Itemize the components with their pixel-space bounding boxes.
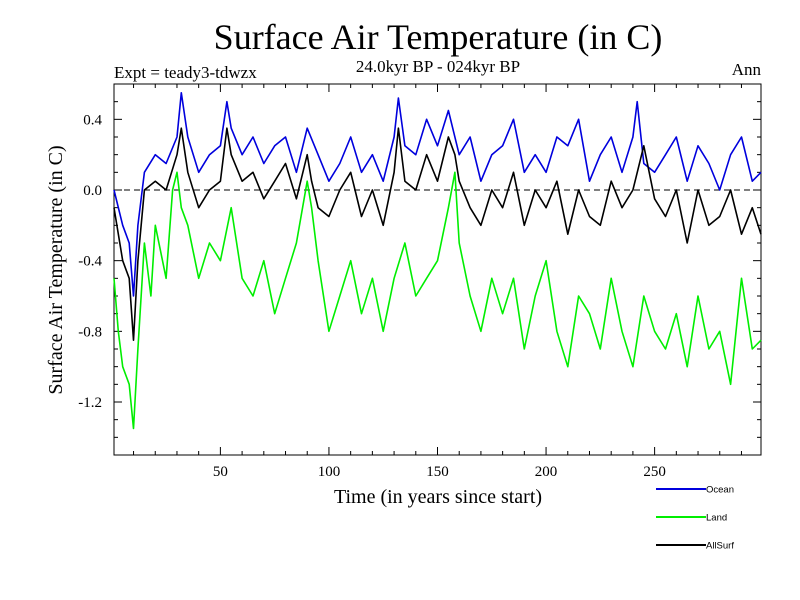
series-layer bbox=[113, 92, 762, 430]
x-tick-label: 250 bbox=[643, 464, 666, 480]
legend-label-ocean: Ocean bbox=[706, 485, 734, 496]
x-tick-label: 100 bbox=[318, 464, 341, 480]
legend-label-land: Land bbox=[706, 513, 727, 524]
series-line-land bbox=[113, 171, 762, 430]
season-label: Ann bbox=[732, 60, 762, 79]
experiment-label: Expt = teady3-tdwzx bbox=[114, 63, 257, 82]
legend-label-allsurf: AllSurf bbox=[706, 541, 734, 552]
axes: 50 100 150 200 250 0.4 0.0 -0.4 -0.8 -1.2 bbox=[78, 84, 761, 480]
series-line-allsurf bbox=[113, 127, 762, 342]
x-tick-label: 150 bbox=[426, 464, 449, 480]
x-tick-label: 50 bbox=[213, 464, 228, 480]
chart-subtitle: 24.0kyr BP - 024kyr BP bbox=[356, 57, 520, 76]
x-axis-label: Time (in years since start) bbox=[334, 486, 542, 508]
legend: Ocean Land AllSurf bbox=[656, 485, 734, 552]
y-tick-label: -1.2 bbox=[78, 395, 102, 411]
chart-title: Surface Air Temperature (in C) bbox=[214, 17, 663, 57]
series-line-ocean bbox=[113, 92, 762, 297]
y-axis-label: Surface Air Temperature (in C) bbox=[45, 145, 67, 394]
y-tick-label: 0.0 bbox=[83, 183, 102, 199]
y-tick-label: -0.8 bbox=[78, 324, 102, 340]
x-tick-label: 200 bbox=[535, 464, 558, 480]
y-tick-label: -0.4 bbox=[78, 254, 102, 270]
plot-frame bbox=[113, 83, 762, 456]
y-tick-label: 0.4 bbox=[83, 112, 102, 128]
